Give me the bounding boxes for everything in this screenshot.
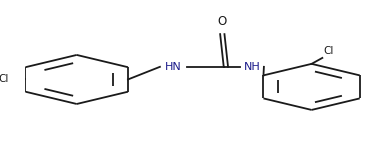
- Text: Cl: Cl: [324, 46, 334, 56]
- Text: HN: HN: [165, 62, 182, 72]
- Text: O: O: [218, 15, 227, 28]
- Text: NH: NH: [244, 62, 261, 72]
- Text: Cl: Cl: [0, 74, 8, 84]
